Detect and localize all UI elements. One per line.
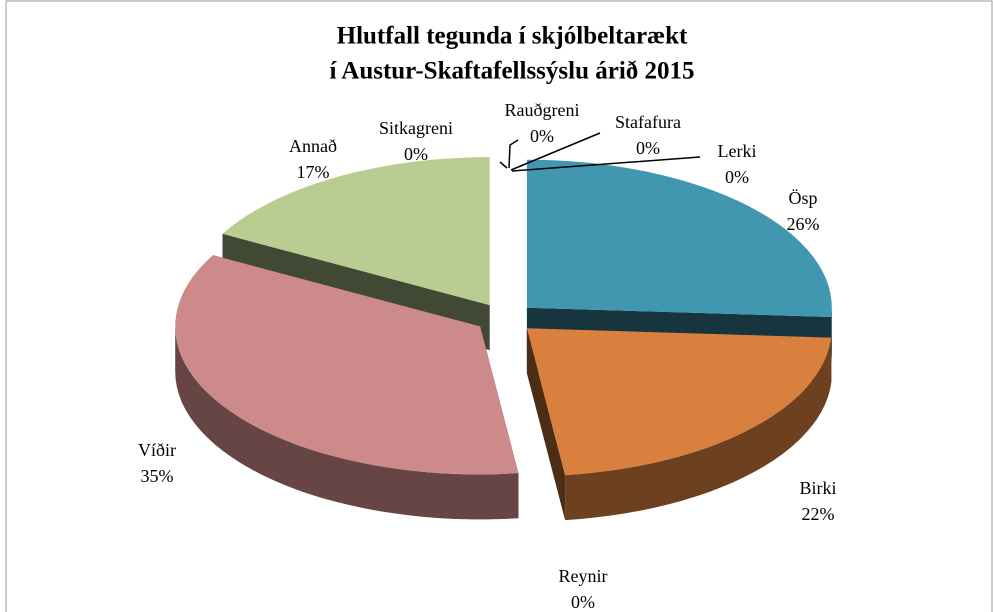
slice-face — [222, 157, 490, 306]
slice-face — [175, 326, 519, 520]
data-label-value: 22% — [802, 504, 835, 524]
data-label-value: 35% — [141, 466, 174, 486]
leader-line — [499, 161, 508, 169]
slice-face — [526, 159, 832, 317]
data-label-name: Annað — [289, 136, 337, 156]
chart-frame — [5, 0, 993, 612]
data-label-value: 17% — [297, 162, 330, 182]
data-label-value: 0% — [636, 138, 660, 158]
slice-face — [175, 255, 519, 475]
leader-line — [510, 132, 601, 171]
data-label-name: Reynir — [559, 566, 608, 586]
data-label-value: 26% — [787, 214, 820, 234]
pie-slice — [175, 255, 519, 520]
chart-title: í Austur-Skaftafellssýslu árið 2015 — [329, 58, 694, 85]
data-label-name: Víðir — [138, 440, 176, 460]
data-label-name: Birki — [799, 478, 836, 498]
data-label-value: 0% — [571, 592, 595, 612]
leader-line — [508, 139, 519, 169]
slice-face — [526, 328, 566, 521]
slice-face — [831, 307, 832, 362]
leader-line — [511, 156, 701, 172]
data-label-name: Lerki — [718, 141, 757, 161]
pie-slice — [526, 328, 832, 521]
data-label-name: Sitkagreni — [379, 118, 453, 138]
data-label-name: Rauðgreni — [505, 100, 580, 120]
data-label-value: 0% — [725, 167, 749, 187]
data-label-name: Ösp — [788, 188, 817, 208]
chart-title: Hlutfall tegunda í skjólbeltarækt — [337, 23, 688, 50]
slice-face — [565, 337, 832, 521]
data-label-name: Stafafura — [615, 112, 681, 132]
data-label-value: 0% — [404, 144, 428, 164]
slice-face — [526, 328, 832, 476]
data-label-value: 0% — [530, 126, 554, 146]
